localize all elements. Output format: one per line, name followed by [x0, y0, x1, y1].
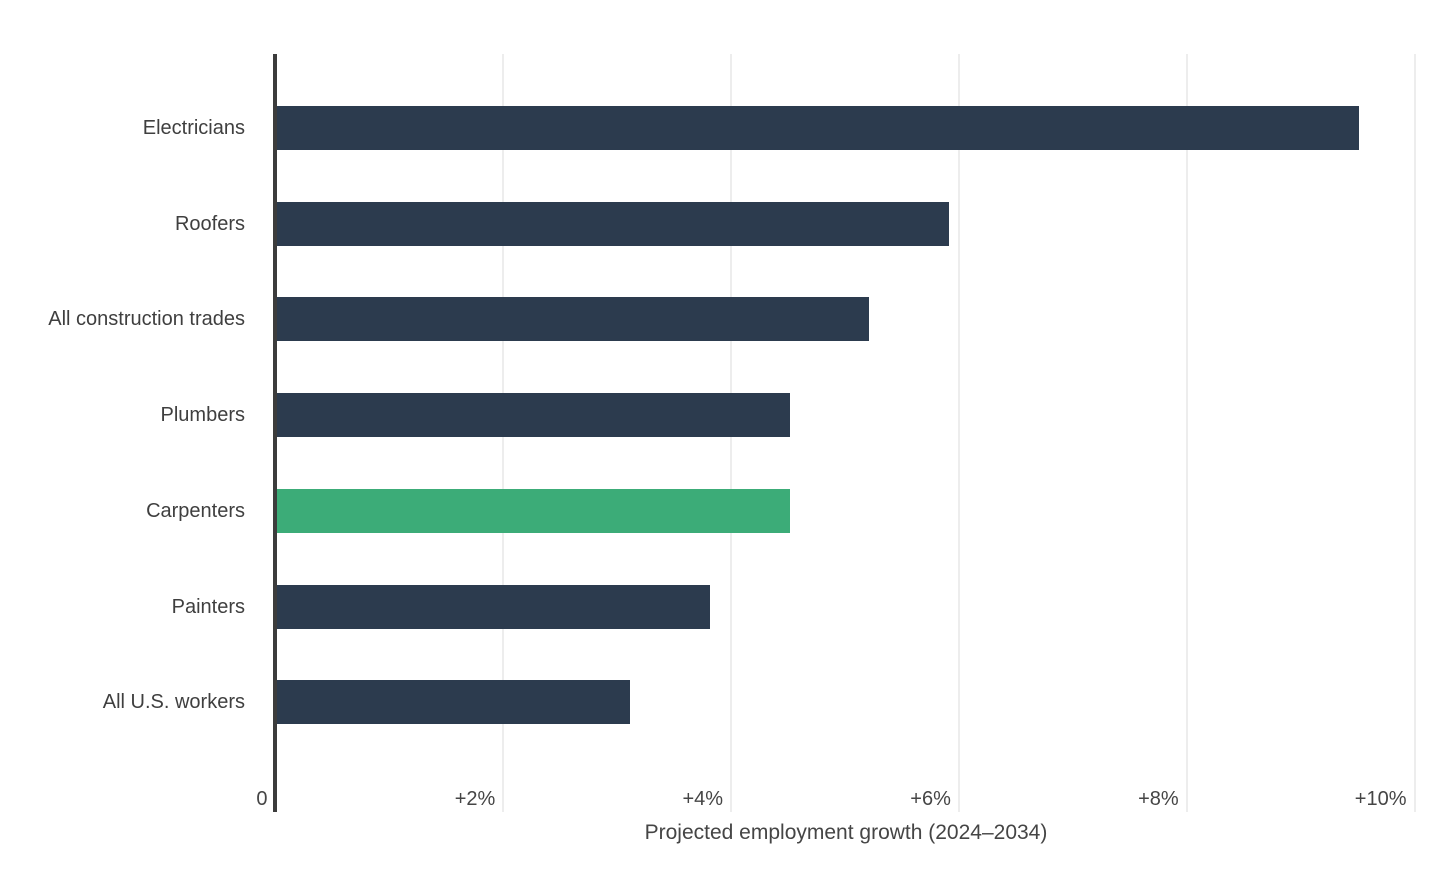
x-tick-label: +6% [910, 788, 951, 810]
category-label: Plumbers [160, 404, 245, 426]
x-tick-label: +8% [1138, 788, 1179, 810]
x-tick-label: +10% [1354, 788, 1407, 810]
gridline-6pct [957, 54, 960, 812]
category-label: All construction trades [48, 308, 245, 330]
category-label: Painters [171, 596, 245, 618]
bar-painters [277, 585, 710, 629]
category-label: Roofers [174, 213, 245, 235]
bar-all-construction-trades [277, 297, 869, 341]
category-label: All U.S. workers [102, 691, 245, 713]
y-axis-line [273, 54, 277, 812]
x-tick-label: +2% [454, 788, 496, 810]
bar-all-u-s-workers [277, 680, 630, 724]
category-label: Electricians [142, 117, 245, 139]
bar-roofers [277, 202, 949, 246]
category-label: Carpenters [146, 500, 245, 522]
gridline-8pct [1185, 54, 1188, 812]
x-tick-label: 0 [256, 788, 268, 810]
bar-plumbers [277, 393, 790, 437]
x-axis-title: Projected employment growth (2024–2034) [644, 821, 1048, 844]
bar-electricians [277, 106, 1359, 150]
gridline-10pct [1413, 54, 1416, 812]
bar-carpenters [277, 489, 790, 533]
x-tick-label: +4% [682, 788, 724, 810]
